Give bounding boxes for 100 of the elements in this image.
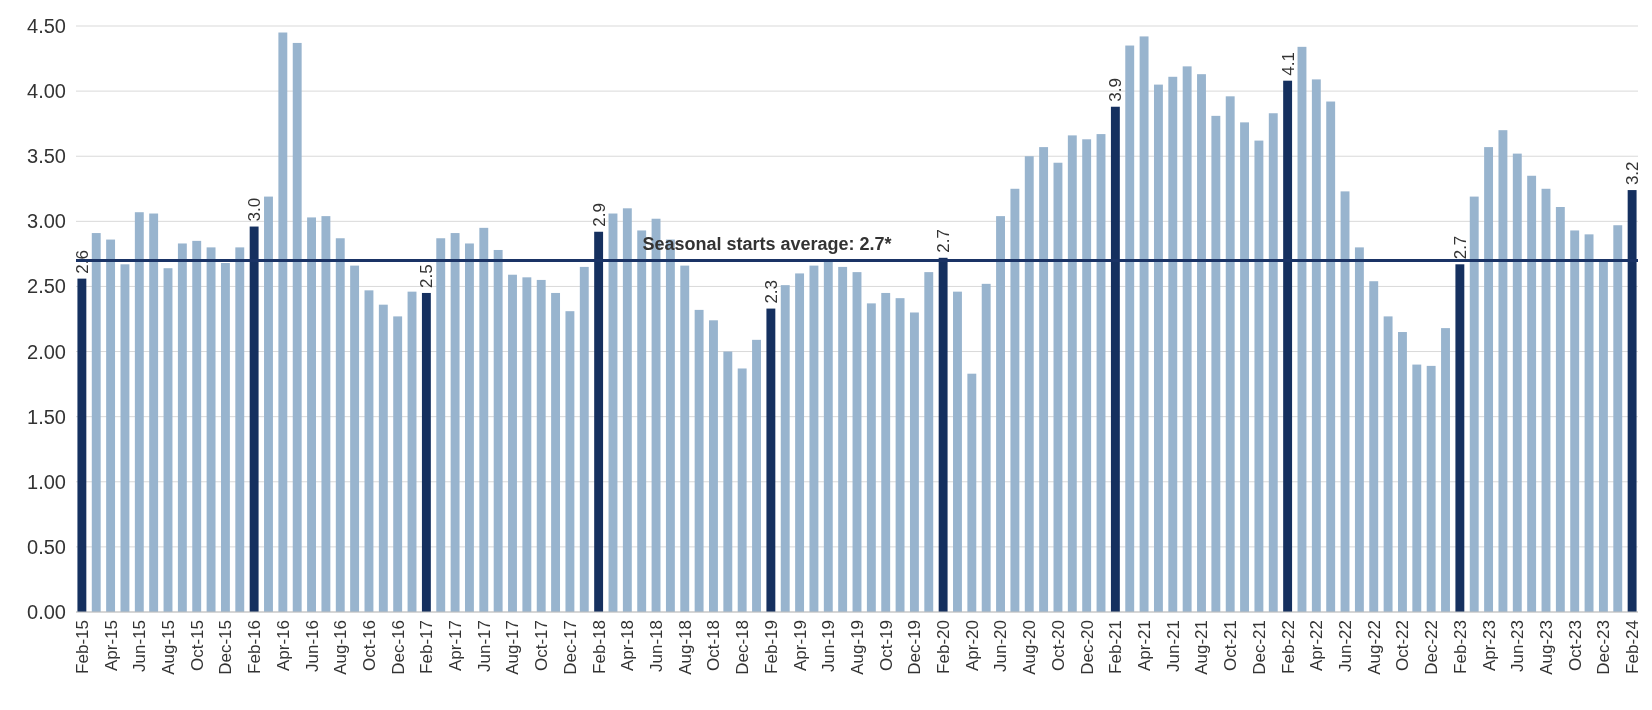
bar [737,368,747,612]
x-tick-label: Apr-15 [101,620,121,672]
bar [1067,135,1077,612]
x-tick-label: Dec-19 [905,620,925,675]
x-tick-label: Oct-20 [1048,620,1068,672]
x-tick-label: Aug-21 [1192,620,1212,675]
x-tick-label: Oct-18 [704,620,724,672]
bar [996,216,1005,612]
bar [709,320,718,612]
bar [163,268,173,612]
bar [278,32,288,612]
x-tick-label: Feb-23 [1450,620,1470,674]
bar [106,239,116,612]
x-tick-label: Aug-22 [1364,620,1384,675]
bar [220,263,230,612]
x-tick-label: Oct-16 [359,620,379,672]
bar [723,351,733,612]
x-tick-label: Jun-23 [1508,620,1528,672]
bar [1311,79,1321,612]
bar [134,212,144,612]
bar [1354,247,1364,612]
bar [967,373,977,612]
x-tick-label: Dec-17 [560,620,580,675]
data-label: 3.9 [1106,78,1126,102]
bar [1512,153,1522,612]
bar [292,42,302,612]
x-tick-label: Aug-16 [331,620,351,675]
bar [1383,316,1393,612]
x-tick-label: Feb-24 [1623,620,1643,674]
x-tick-label: Jun-15 [130,620,150,672]
y-tick-label: 3.00 [27,210,66,233]
bar [1613,225,1623,612]
bar [522,277,532,612]
x-tick-label: Feb-15 [72,620,92,674]
x-tick-label: Feb-20 [934,620,954,674]
bar [1570,230,1580,612]
x-tick-label: Jun-16 [302,620,322,672]
bar [206,247,216,612]
x-tick-label: Jun-18 [646,620,666,672]
bar [1455,264,1465,612]
x-tick-label: Apr-19 [790,620,810,672]
bar [1268,113,1278,612]
y-tick-label: 2.50 [27,275,66,298]
bar [120,264,130,612]
x-tick-label: Apr-17 [446,620,466,672]
bar [1139,36,1149,612]
x-tick-label: Dec-16 [388,620,408,675]
bar [1412,364,1422,612]
bar [264,196,273,612]
x-tick-label: Jun-21 [1163,620,1183,672]
x-tick-label: Dec-23 [1594,620,1614,675]
bar [823,259,833,612]
bar [981,283,991,612]
x-tick-label: Oct-21 [1221,620,1241,672]
x-tick-label: Aug-18 [675,620,695,675]
x-tick-label: Jun-22 [1335,620,1355,672]
bar [895,298,905,612]
y-tick-label: 2.00 [27,340,66,363]
y-tick-label: 4.50 [27,15,66,37]
x-tick-label: Apr-18 [618,620,638,672]
x-tick-label: Oct-19 [876,620,896,672]
bar [307,217,316,612]
bar [866,303,876,612]
bar [393,316,403,612]
x-tick-label: Oct-15 [187,620,207,672]
x-tick-label: Apr-16 [273,620,293,672]
bar [1469,196,1479,612]
y-tick-label: 0.00 [27,601,66,623]
bar [1225,96,1235,612]
x-tick-label: Feb-17 [417,620,437,674]
bar [508,274,517,612]
bar [953,291,962,612]
data-label: 2.5 [417,264,437,288]
bar [909,312,919,612]
x-tick-label: Dec-22 [1422,620,1442,675]
bar [1024,156,1034,612]
bar [464,243,474,612]
x-tick-label: Aug-23 [1536,620,1556,675]
x-tick-label: Dec-18 [733,620,753,675]
x-tick-label: Apr-22 [1307,620,1327,672]
bar [177,243,187,612]
x-tick-label: Feb-18 [589,620,609,674]
bar [1211,115,1221,612]
bar [752,339,761,612]
bar [149,213,159,612]
bar [1168,76,1178,612]
bar [1240,122,1250,612]
bar [335,238,345,612]
bar [1398,332,1407,612]
x-tick-label: Aug-17 [503,620,523,675]
ref-line-label: Seasonal starts average: 2.7* [642,234,892,255]
data-label: 2.7 [934,229,954,253]
bar [1182,66,1192,612]
x-tick-label: Oct-22 [1393,620,1413,672]
bar [91,233,101,612]
x-tick-label: Apr-21 [1135,620,1155,672]
bar [1153,84,1163,612]
bar [1527,175,1537,612]
bar [1498,130,1508,612]
data-label: 4.1 [1278,52,1298,76]
